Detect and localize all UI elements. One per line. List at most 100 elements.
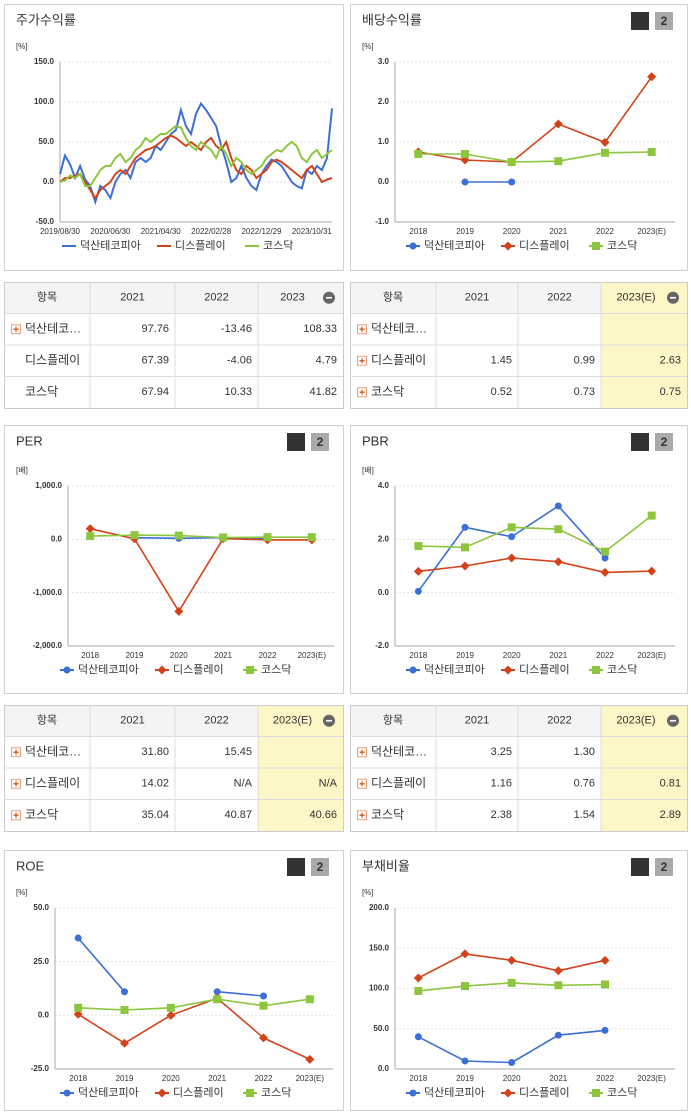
x-tick-label: 2022/12/29 (241, 227, 282, 236)
x-tick-label: 2020 (503, 227, 521, 236)
y-tick-label: -1.0 (375, 217, 389, 226)
y-tick-label: 100.0 (369, 984, 390, 993)
marker (166, 1003, 175, 1012)
marker (219, 533, 228, 542)
expand-icon-plus (13, 812, 19, 818)
marker (601, 980, 609, 989)
chart-title: 주가수익률 (16, 12, 76, 27)
column-header: 항목 (37, 714, 57, 727)
x-tick-label: 2022 (259, 651, 277, 660)
legend-label: 코스닥 (607, 663, 637, 676)
row-label: 코스닥 (25, 807, 58, 821)
cell-value: 97.76 (141, 323, 169, 335)
column-header: 2022 (547, 292, 571, 304)
unit-label: [%] (16, 888, 28, 897)
column-header: 항목 (383, 714, 403, 727)
pager-label[interactable]: 1 (637, 14, 644, 28)
legend-label: 코스닥 (261, 663, 291, 676)
legend-label: 코스닥 (607, 239, 637, 252)
marker (120, 1038, 129, 1048)
cell-value: -13.46 (221, 323, 252, 335)
marker (601, 547, 609, 556)
x-tick-label: 2019 (456, 651, 474, 660)
pager-button[interactable] (631, 12, 649, 30)
pager-label[interactable]: 2 (317, 860, 324, 874)
pager-button[interactable] (655, 858, 673, 876)
legend-label: 디스플레이 (519, 663, 570, 676)
pager-button[interactable] (631, 858, 649, 876)
x-tick-label: 2021 (214, 651, 232, 660)
x-tick-label: 2020 (503, 651, 521, 660)
pager-button[interactable] (287, 858, 305, 876)
y-tick-label: 50.0 (38, 137, 54, 146)
cell-value: 2.38 (491, 809, 512, 821)
x-tick-label: 2023(E) (298, 651, 327, 660)
marker (174, 531, 183, 540)
pager-button[interactable] (655, 433, 673, 451)
row-label: 디스플레이 (371, 776, 426, 790)
column-header: 2022 (547, 715, 571, 727)
marker (213, 995, 222, 1004)
unit-label: [%] (362, 42, 374, 51)
y-tick-label: 1.0 (378, 137, 390, 146)
x-tick-label: 2019 (456, 1074, 474, 1083)
y-tick-label: 150.0 (369, 943, 390, 952)
marker (554, 502, 562, 510)
series-line (418, 557, 652, 574)
cell-value: 15.45 (224, 746, 252, 758)
row-label: 덕산테코… (25, 744, 81, 758)
marker (305, 995, 314, 1004)
marker (259, 1001, 268, 1010)
y-tick-label: 150.0 (34, 57, 55, 66)
series-line (78, 998, 310, 1011)
marker (166, 1010, 176, 1020)
legend-marker (409, 1089, 417, 1097)
pager-button[interactable] (655, 12, 673, 30)
expand-icon-plus (359, 326, 365, 332)
pager-label[interactable]: 2 (661, 860, 668, 874)
pager-label[interactable]: 2 (317, 435, 324, 449)
y-tick-label: 50.0 (373, 1024, 389, 1033)
pager-label[interactable]: 1 (637, 435, 644, 449)
row-label: 덕산테코… (371, 321, 427, 335)
marker (507, 978, 516, 987)
marker (507, 955, 517, 965)
legend-label: 덕산테코피아 (424, 239, 485, 252)
legend-label: 덕산테코피아 (424, 1086, 485, 1099)
row-label: 디스플레이 (25, 776, 80, 790)
pager-label[interactable]: 2 (661, 14, 668, 28)
pager-button[interactable] (311, 858, 329, 876)
marker (553, 966, 563, 976)
series-line (59, 124, 333, 187)
legend-label: 디스플레이 (519, 239, 570, 252)
x-tick-label: 2018 (81, 651, 99, 660)
marker (120, 1005, 129, 1014)
cell-value: 10.33 (224, 386, 252, 398)
marker (130, 531, 139, 540)
pager-button[interactable] (287, 433, 305, 451)
unit-label: [%] (362, 888, 374, 897)
legend-label: 덕산테코피아 (80, 239, 141, 252)
marker (554, 1031, 562, 1039)
panel (4, 850, 344, 1111)
cell-value: 14.02 (141, 778, 169, 790)
pager-label[interactable]: 2 (661, 435, 668, 449)
marker (85, 524, 95, 534)
legend-label: 덕산테코피아 (78, 663, 139, 676)
cell-value: 31.80 (141, 746, 169, 758)
legend-marker (503, 241, 513, 251)
marker (307, 533, 316, 542)
pager-button[interactable] (631, 433, 649, 451)
marker (508, 178, 516, 186)
pager-label[interactable]: 1 (637, 860, 644, 874)
series-line (418, 76, 653, 163)
pager-button[interactable] (311, 433, 329, 451)
pager-label[interactable]: 1 (293, 860, 300, 874)
cell-value: 40.66 (309, 809, 337, 821)
y-tick-label: 0.0 (378, 1064, 390, 1073)
pager-label[interactable]: 1 (293, 435, 300, 449)
marker (553, 557, 563, 567)
y-tick-label: -2.0 (375, 641, 389, 650)
row-label: 디스플레이 (371, 353, 426, 367)
cell-value: 1.45 (491, 355, 512, 367)
